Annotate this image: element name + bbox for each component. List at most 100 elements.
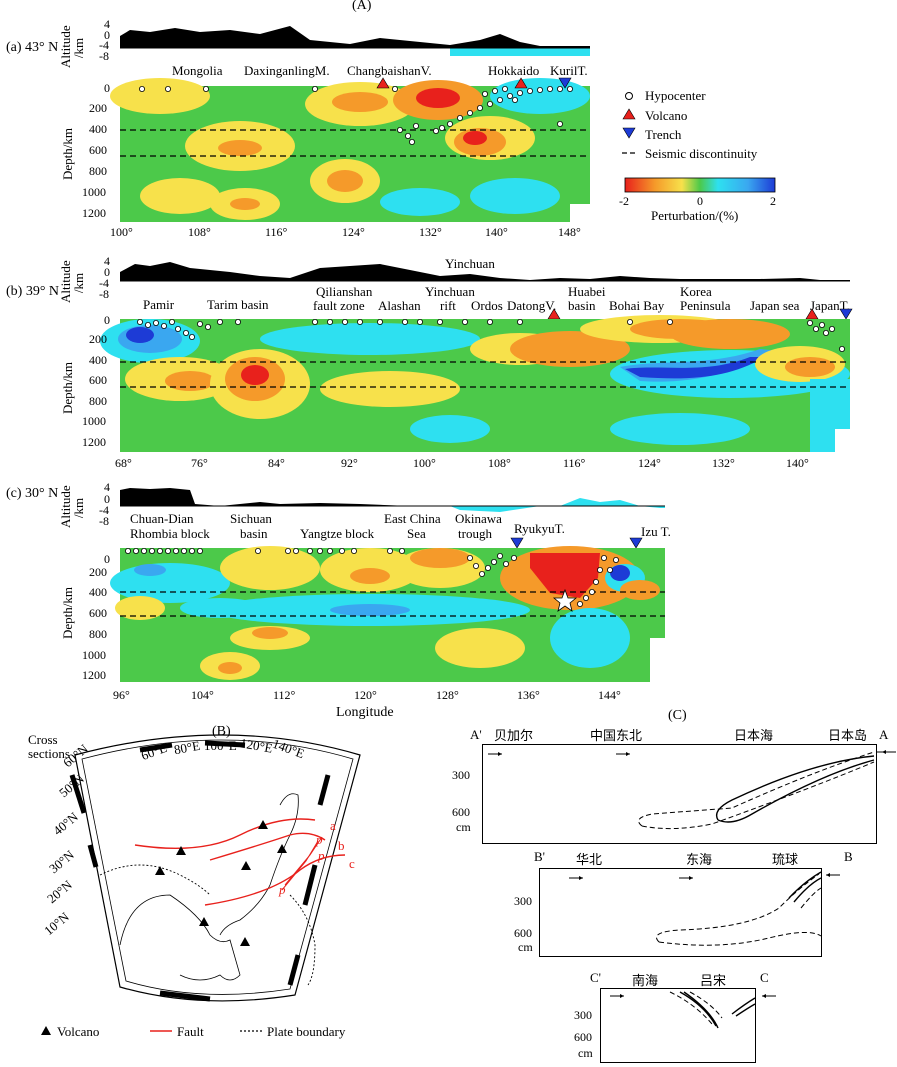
schematic-c-right: C — [760, 970, 769, 985]
map-legend-plate: Plate boundary — [267, 1024, 346, 1039]
depth-tick: 600 — [89, 373, 107, 387]
alt-tick: 0 — [104, 492, 110, 506]
map-area — [69, 734, 361, 1002]
schematic-a-tick: 600 — [452, 805, 470, 819]
place-ordos: Ordos — [471, 298, 503, 313]
schematic-b-tick: 300 — [514, 894, 532, 908]
panel-c-depth-label: Depth/km — [60, 587, 75, 639]
arrow-icon — [762, 994, 776, 998]
lon-tick: 84° — [268, 456, 285, 470]
place-changbaishan: ChangbaishanV. — [347, 63, 432, 78]
place-mongolia: Mongolia — [172, 63, 223, 78]
schematic-b-left: B' — [534, 849, 546, 864]
panel-a-label: (a) 43° N — [6, 40, 59, 55]
alt-tick: -8 — [99, 49, 109, 63]
map-section-c: c — [349, 856, 355, 871]
map-title-1: Cross — [28, 732, 58, 747]
depth-tick: 800 — [89, 164, 107, 178]
lon-tick: 140° — [485, 225, 508, 239]
alt-tick: 0 — [104, 265, 110, 279]
depth-tick: 1000 — [82, 185, 106, 199]
schematic-c-tick: 300 — [574, 1008, 592, 1022]
place-yinchuan-top: Yinchuan — [445, 256, 495, 271]
panel-b-altitude-label: Altitude/km — [58, 260, 86, 303]
panel-b-tomography — [100, 315, 850, 452]
panel-a-markers — [376, 77, 572, 89]
place-okinawa-1: Okinawa — [455, 511, 502, 526]
place-hokkaido: Hokkaido — [488, 63, 540, 78]
alt-tick: -4 — [99, 38, 109, 52]
alt-tick: -4 — [99, 503, 109, 517]
depth-tick: 1200 — [82, 435, 106, 449]
map-p-label: p — [279, 882, 286, 897]
depth-tick: 0 — [104, 313, 110, 327]
place-chuandian-1: Chuan-Dian — [130, 511, 194, 526]
schematic-c-place: 南海 — [632, 974, 659, 989]
place-bohai: Bohai Bay — [609, 298, 665, 313]
schematic-a-unit: cm — [456, 820, 471, 834]
place-alashan: Alashan — [378, 298, 421, 313]
alt-tick: -8 — [99, 514, 109, 528]
place-ryukyu-trench: RyukyuT. — [514, 521, 565, 536]
lon-tick: 96° — [113, 688, 130, 702]
depth-tick: 800 — [89, 627, 107, 641]
legend-hypocenter: Hypocenter — [645, 88, 706, 103]
schematic-b-right: B — [844, 849, 853, 864]
schematic-b-place: 琉球 — [772, 853, 799, 868]
scale-tick: 2 — [770, 194, 776, 208]
depth-tick: 1200 — [82, 668, 106, 682]
place-sichuan-2: basin — [240, 526, 268, 541]
depth-tick: 800 — [89, 394, 107, 408]
panel-c-topography — [120, 488, 665, 512]
map-p-label: p — [316, 832, 323, 847]
alt-tick: 4 — [104, 17, 110, 31]
map-lon-100: 100°E — [204, 738, 237, 753]
depth-tick: 600 — [89, 606, 107, 620]
place-ecs-1: East China — [384, 511, 441, 526]
legend-symbols — [622, 92, 636, 154]
lon-tick: 128° — [436, 688, 459, 702]
alt-tick: -8 — [99, 287, 109, 301]
depth-tick: 0 — [104, 81, 110, 95]
schematic-a-box — [482, 744, 882, 844]
depth-tick: 1000 — [82, 414, 106, 428]
depth-tick: 200 — [89, 565, 107, 579]
place-qilian-1: Qilianshan — [316, 284, 373, 299]
alt-tick: 4 — [104, 480, 110, 494]
place-huabei-1: Huabei — [568, 284, 606, 299]
depth-tick: 200 — [89, 332, 107, 346]
lon-tick: 116° — [265, 225, 288, 239]
schematic-b-place: 东海 — [686, 853, 713, 868]
place-sichuan-1: Sichuan — [230, 511, 272, 526]
panel-c-altitude-label: Altitude/km — [58, 485, 86, 528]
schematic-a-place: 贝加尔 — [494, 729, 534, 744]
schematic-b-unit: cm — [518, 940, 533, 954]
lon-tick: 100° — [110, 225, 133, 239]
place-huabei-2: basin — [568, 298, 596, 313]
place-chuandian-2: Rhombia block — [130, 526, 210, 541]
legend-discontinuity: Seismic discontinuity — [645, 146, 758, 161]
map-title-2: sections — [28, 746, 70, 761]
place-datong: DatongV. — [507, 298, 557, 313]
lon-tick: 124° — [638, 456, 661, 470]
lon-tick: 76° — [191, 456, 208, 470]
lon-tick: 108° — [188, 225, 211, 239]
schematic-c-unit: cm — [578, 1046, 593, 1060]
schematic-a-place: 日本海 — [734, 729, 774, 744]
schematic-a-place: 日本岛 — [828, 729, 868, 744]
depth-tick: 200 — [89, 101, 107, 115]
lon-tick: 116° — [563, 456, 586, 470]
arrow-icon — [826, 873, 840, 877]
place-korea-2: Peninsula — [680, 298, 731, 313]
place-okinawa-2: trough — [458, 526, 492, 541]
place-izu-trench: Izu T. — [641, 524, 671, 539]
panel-a-tomography — [110, 78, 590, 222]
place-yangtze: Yangtze block — [300, 526, 375, 541]
depth-tick: 0 — [104, 552, 110, 566]
schematic-b-box — [539, 868, 822, 957]
figure-label-c: (C) — [668, 708, 687, 723]
legend-volcano: Volcano — [645, 108, 688, 123]
schematic-a-tick: 300 — [452, 768, 470, 782]
place-yinchuan-2: rift — [440, 298, 456, 313]
panel-c-tomography — [110, 546, 665, 682]
